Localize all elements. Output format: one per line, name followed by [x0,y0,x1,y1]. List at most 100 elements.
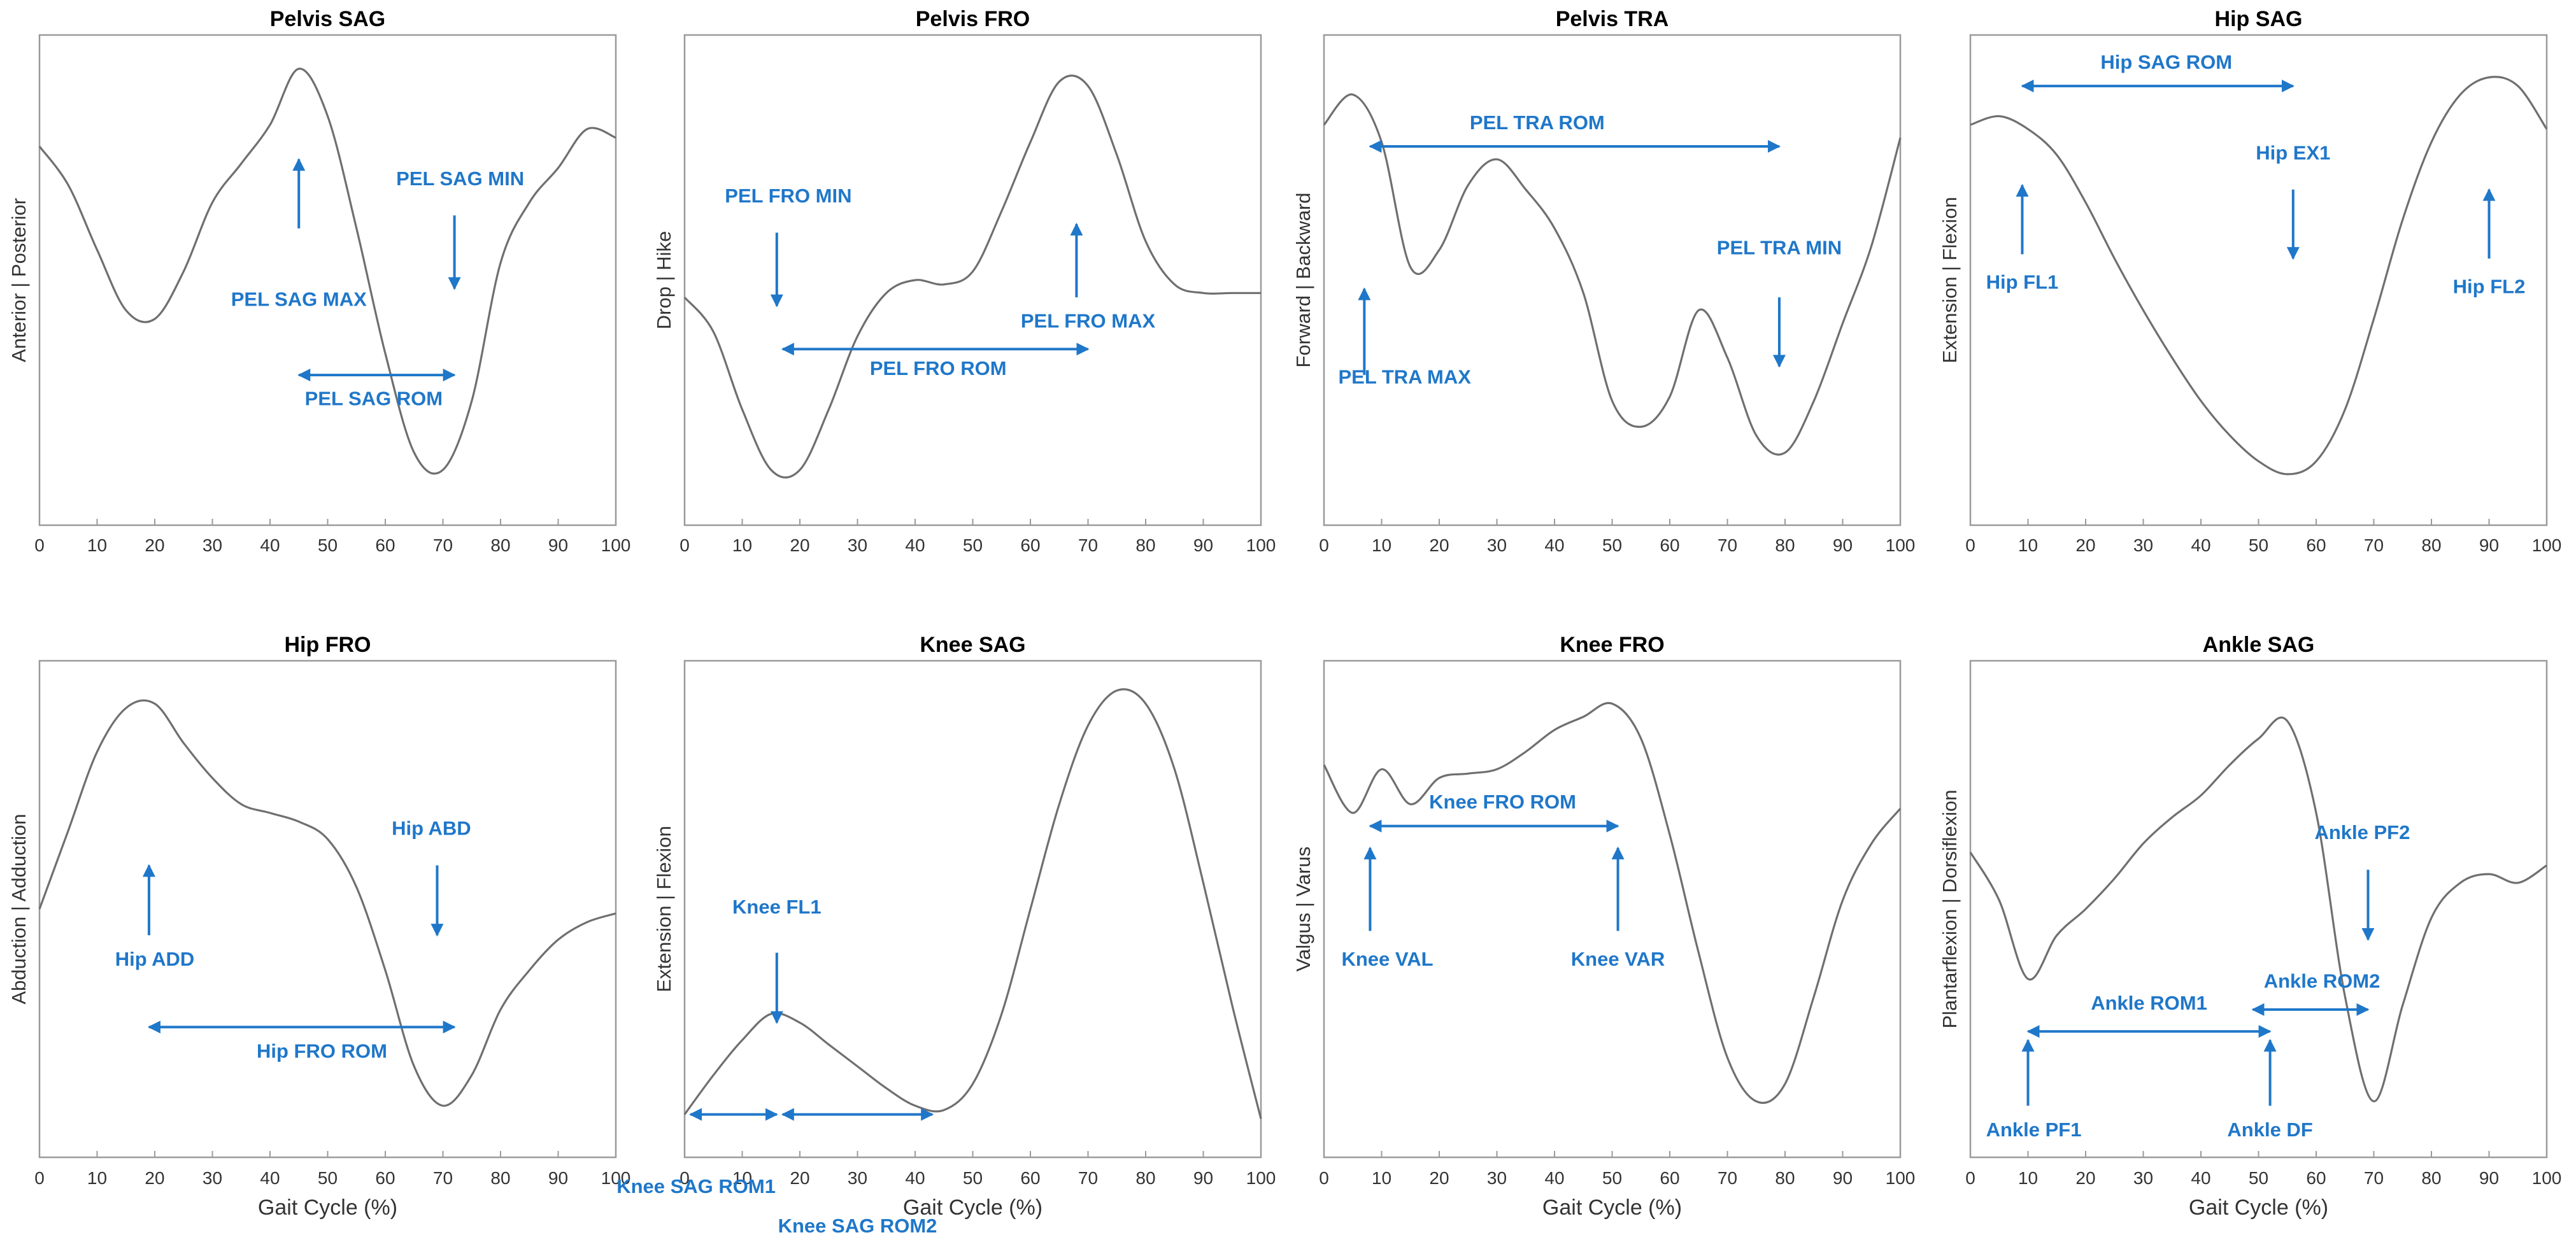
x-tick-label: 20 [1429,535,1449,555]
chart-title: Hip SAG [2215,7,2303,31]
chart-panel-2: Pelvis FRO Drop | Hike 0 10 20 30 40 50 60 70 80 90… [653,7,1276,555]
x-tick-label: 40 [2191,1168,2210,1188]
annotation-label-hip-fro-rom: Hip FRO ROM [257,1040,387,1062]
x-tick-label: 0 [1965,535,1975,555]
y-axis-label: Valgus | Varus [1292,847,1314,971]
x-tick-label: 40 [1544,535,1564,555]
x-tick-label: 70 [433,1168,453,1188]
x-tick-label: 70 [1078,535,1098,555]
data-curve [1323,702,1902,1104]
x-tick-label: 30 [1487,535,1507,555]
x-tick-label: 90 [2479,1168,2499,1188]
y-axis-label: Extension | Flexion [653,826,675,992]
chart-panel-7: Knee FRO Valgus | Varus 0 10 20 30 40 50 60 70 80 9… [1292,633,1915,1220]
x-tick-label: 50 [2249,535,2268,555]
annotation-label-knee-sag-rom2: Knee SAG ROM2 [778,1215,937,1237]
x-tick-label: 20 [145,535,164,555]
x-tick-label: 100 [601,1168,631,1188]
data-curve [38,67,616,475]
x-tick-label: 70 [433,535,453,555]
x-tick-label: 30 [1487,1168,1507,1188]
data-curve [683,74,1261,479]
annotation-label-hip-sag-rom: Hip SAG ROM [2100,51,2232,73]
x-tick-label: 80 [490,1168,510,1188]
x-tick-label: 70 [1718,1168,1737,1188]
annotation-label-hip-abd: Hip ABD [392,817,471,839]
data-curve [1969,716,2547,1103]
x-tick-label: 60 [375,535,395,555]
x-tick-label: 20 [2075,535,2095,555]
chart-title: Hip FRO [285,633,371,657]
y-axis-label: Forward | Backward [1292,192,1314,367]
x-axis-label: Gait Cycle (%) [258,1196,397,1220]
data-curve [38,699,616,1107]
x-tick-label: 100 [1886,1168,1916,1188]
y-axis-label: Plantarflexion | Dorsiflexion [1939,789,1961,1028]
x-tick-label: 100 [1886,535,1916,555]
x-axis-label: Gait Cycle (%) [2189,1196,2328,1220]
chart-panel-1: Pelvis SAG Anterior | Posterior 0 10 20 30 40 5… [8,7,630,555]
x-tick-label: 10 [732,535,752,555]
annotation-label-knee-sag-rom1: Knee SAG ROM1 [616,1175,776,1197]
x-tick-label: 80 [2421,1168,2441,1188]
x-tick-label: 70 [2364,1168,2384,1188]
chart-panel-6: Knee SAG Extension | Flexion 0 10 20 30 40 50 60… [616,633,1276,1237]
data-curve [683,688,1262,1119]
x-tick-label: 0 [34,1168,45,1188]
chart-title: Ankle SAG [2203,633,2315,657]
x-tick-label: 90 [548,1168,568,1188]
annotation-label-knee-val: Knee VAL [1341,948,1433,970]
x-tick-label: 50 [318,535,338,555]
x-axis-label: Gait Cycle (%) [1542,1196,1682,1220]
annotation-label-pel-fro-min: PEL FRO MIN [725,185,851,207]
annotation-label-ankle-rom1: Ankle ROM1 [2091,992,2207,1014]
chart-title: Pelvis TRA [1556,7,1669,31]
x-tick-label: 0 [34,535,45,555]
y-axis-label: Drop | Hike [653,231,675,330]
chart-title: Pelvis FRO [916,7,1030,31]
x-tick-label: 50 [1602,535,1622,555]
x-tick-label: 100 [1246,535,1276,555]
x-axis-label: Gait Cycle (%) [903,1196,1042,1220]
annotation-label-hip-fl1: Hip FL1 [1986,271,2059,293]
chart-panel-8: Ankle SAG Plantarflexion | Dorsiflexion 0 1… [1939,633,2561,1220]
x-tick-label: 90 [1193,535,1213,555]
x-tick-label: 60 [1020,535,1040,555]
plot-frame [683,34,1262,526]
y-axis-label: Abduction | Adduction [8,814,30,1004]
annotation-label-pel-tra-max: PEL TRA MAX [1338,366,1471,388]
x-tick-label: 70 [1718,535,1737,555]
x-tick-label: 0 [1965,1168,1975,1188]
x-tick-label: 10 [732,1168,752,1188]
annotation-label-pel-sag-rom: PEL SAG ROM [305,388,443,410]
x-tick-label: 0 [1319,1168,1329,1188]
annotation-label-knee-fro-rom: Knee FRO ROM [1429,791,1576,813]
chart-panel-4: Hip SAG Extension | Flexion 0 10 20 30 40 50 60 7… [1939,7,2561,555]
x-tick-label: 100 [2532,535,2562,555]
x-tick-label: 80 [1775,535,1795,555]
x-tick-label: 80 [490,535,510,555]
x-tick-label: 40 [905,1168,925,1188]
x-tick-label: 80 [1135,1168,1155,1188]
y-axis-label: Anterior | Posterior [8,198,30,362]
x-tick-label: 0 [680,535,690,555]
x-tick-label: 40 [2191,535,2210,555]
x-tick-label: 70 [2364,535,2384,555]
x-tick-label: 70 [1078,1168,1098,1188]
x-tick-label: 80 [1135,535,1155,555]
x-tick-label: 90 [548,535,568,555]
x-tick-label: 40 [260,1168,280,1188]
x-tick-label: 30 [848,535,867,555]
x-tick-label: 100 [601,535,631,555]
x-tick-label: 20 [790,535,809,555]
x-tick-label: 30 [848,1168,867,1188]
x-tick-label: 60 [1020,1168,1040,1188]
chart-title: Knee FRO [1560,633,1664,657]
x-tick-label: 60 [2306,535,2326,555]
x-tick-label: 60 [2306,1168,2326,1188]
annotation-label-hip-fl2: Hip FL2 [2453,275,2526,297]
chart-title: Pelvis SAG [270,7,385,31]
plot-frame [1969,660,2548,1159]
annotation-label-pel-sag-max: PEL SAG MAX [231,288,367,311]
x-tick-label: 90 [1833,535,1853,555]
